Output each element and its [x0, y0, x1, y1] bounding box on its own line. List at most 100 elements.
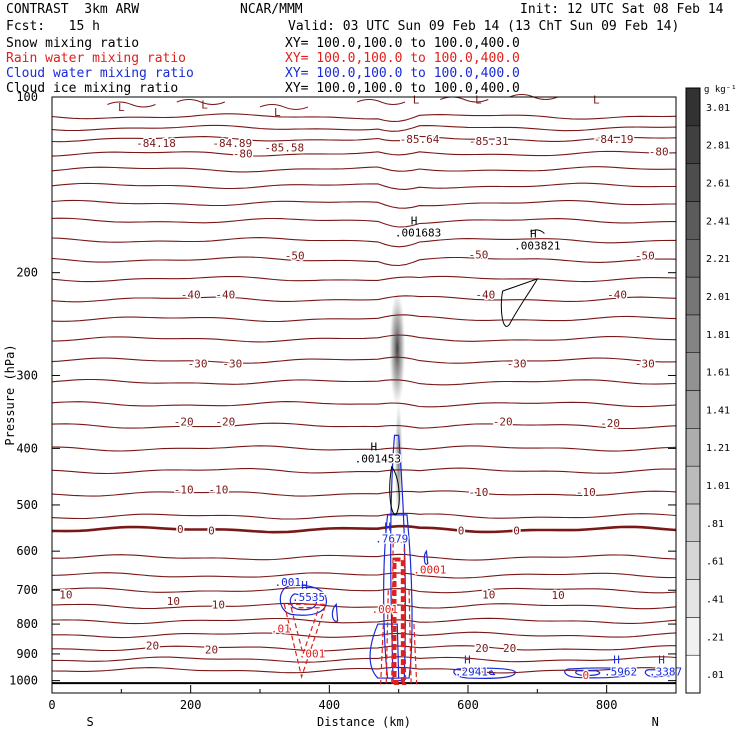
field-name-cloud-ice: Cloud ice mixing ratio — [6, 81, 179, 96]
colorbar-swatch — [685, 428, 701, 467]
isotherm-label: 20 — [205, 644, 218, 657]
extreme-value-label: .003821 — [514, 239, 560, 252]
y-tick-label: 600 — [16, 544, 38, 558]
y-tick-label: 800 — [16, 617, 38, 631]
ice-plume — [389, 290, 406, 407]
y-tick-label: 200 — [16, 266, 38, 280]
colorbar-tick-label: 2.41 — [706, 216, 730, 227]
isotherm-label: 10 — [552, 589, 565, 602]
isotherm-label: -84.89 — [212, 137, 252, 150]
isotherm-label: -20 — [493, 416, 513, 429]
y-axis-label: Pressure (hPa) — [3, 344, 17, 445]
isotherm-line — [51, 237, 676, 248]
isotherm-label: -80 — [649, 146, 669, 159]
field-xy-snow: XY= 100.0,100.0 to 100.0,400.0 — [285, 36, 520, 51]
cloud-water-contour — [564, 667, 637, 679]
extreme-value-label: 0 — [583, 669, 590, 682]
isotherm-label: -30 — [635, 357, 655, 370]
isotherm-line — [52, 656, 677, 663]
tropopause-contour — [176, 99, 225, 106]
tropopause-contour — [259, 103, 309, 110]
field-name-snow: Snow mixing ratio — [6, 36, 140, 51]
extreme-value-label: .5962 — [604, 665, 637, 678]
isotherm-label: 10 — [59, 589, 72, 602]
isotherm-label: -84.19 — [594, 133, 634, 146]
isotherm-line — [51, 401, 677, 408]
cloud-water-contour — [279, 584, 327, 616]
colorbar-swatch — [685, 390, 701, 429]
extreme-value-label: .001 — [299, 647, 326, 660]
isotherm-label: -10 — [174, 483, 194, 496]
colorbar-swatch — [685, 87, 701, 127]
isotherm-label: -10 — [208, 483, 228, 496]
colorbar-tick-label: 2.81 — [706, 141, 730, 152]
isotherm-line — [51, 295, 677, 303]
isotherm-label: 0 — [458, 524, 465, 537]
isotherm-line — [52, 645, 676, 652]
colorbar-swatch — [685, 503, 701, 542]
extreme-value-label: .7679 — [375, 532, 408, 545]
isotherm-label: -40 — [215, 289, 235, 302]
isotherm-label: -80 — [233, 148, 253, 161]
isotherm-line — [51, 135, 677, 143]
isotherm-line — [51, 275, 677, 283]
cloud-water-contour — [644, 669, 674, 678]
colorbar-tick-label: 2.61 — [706, 179, 730, 190]
isotherm-label: -50 — [635, 250, 655, 263]
cloud-water-contour — [289, 593, 317, 611]
cloud-ice-contour — [500, 278, 539, 327]
isotherm-line — [52, 631, 677, 639]
y-tick-label: 900 — [16, 647, 38, 661]
colorbar-swatch — [685, 579, 701, 618]
isotherm-line — [51, 182, 676, 190]
extreme-value-label: .01 — [271, 622, 291, 635]
high-marker: H — [658, 653, 665, 666]
x-tick-label: 600 — [457, 698, 479, 712]
high-marker: H — [613, 653, 620, 666]
colorbar-swatch — [685, 465, 701, 505]
low-marker: L — [475, 94, 482, 107]
forecast-hour: Fcst: 15 h — [6, 19, 100, 34]
high-marker: H — [301, 579, 308, 592]
extreme-value-label: .001683 — [395, 226, 441, 239]
cloud-water-contour — [575, 670, 601, 677]
colorbar-tick-label: 1.21 — [706, 443, 730, 454]
isotherm-label: -40 — [181, 289, 201, 302]
ice-column — [394, 400, 403, 521]
cloud-ice-contour — [530, 229, 545, 234]
extreme-value-label: .0001 — [413, 563, 446, 576]
isotherm-line — [51, 217, 676, 228]
colorbar-tick-label: .01 — [706, 670, 724, 681]
colorbar-tick-label: .81 — [706, 519, 724, 530]
isotherm-label: 10 — [482, 589, 495, 602]
center-label: NCAR/MMM — [240, 2, 303, 17]
field-xy-rain: XY= 100.0,100.0 to 100.0,400.0 — [285, 51, 520, 66]
model-title: CONTRAST 3km ARW — [6, 2, 140, 17]
isotherm-line — [51, 378, 677, 386]
x-tick-label: 200 — [180, 698, 202, 712]
low-marker: L — [201, 98, 208, 111]
rain-water-contour — [380, 624, 418, 685]
high-marker: H — [384, 520, 391, 533]
isotherm-label: 10 — [212, 598, 225, 611]
valid-time: Valid: 03 UTC Sun 09 Feb 14 (13 ChT Sun … — [288, 19, 680, 34]
cloud-water-contour — [383, 514, 413, 679]
cloud-water-contour — [488, 670, 496, 676]
colorbar-swatch — [685, 314, 701, 353]
isotherm-label: -20 — [600, 417, 620, 430]
colorbar-swatch — [685, 163, 701, 202]
isotherm-label: -50 — [285, 250, 305, 263]
isotherm-line — [51, 445, 677, 452]
colorbar-tick-label: 1.81 — [706, 330, 730, 341]
cloud-ice-contour — [389, 465, 400, 516]
freezing-level-isotherm — [51, 524, 677, 534]
high-marker: H — [411, 214, 418, 227]
colorbar-frame — [685, 87, 701, 694]
colorbar-swatch — [685, 201, 701, 240]
x-tick-label: 0 — [48, 698, 55, 712]
isotherm-line — [51, 334, 677, 343]
x-tick-label: 400 — [318, 698, 340, 712]
isotherm-line — [51, 587, 677, 594]
colorbar-tick-label: 1.01 — [706, 481, 730, 492]
